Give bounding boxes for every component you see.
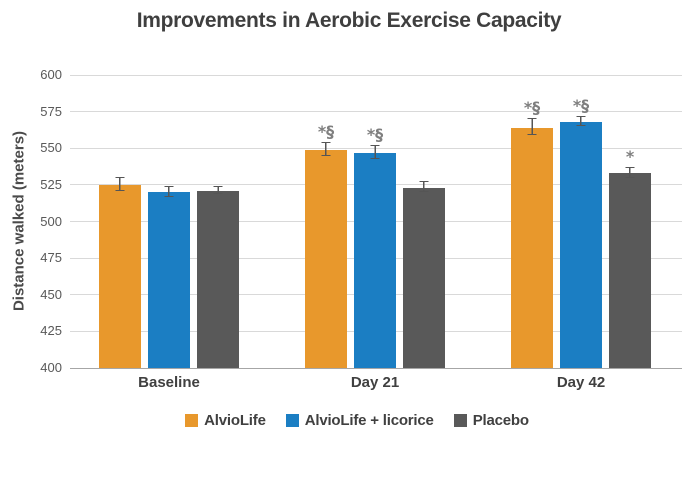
error-bar: [213, 185, 223, 194]
bar-alviolife-licorice-day-21: [354, 152, 396, 368]
legend-label-placebo: Placebo: [472, 412, 529, 429]
bar-group-day-21: *§ *§: [305, 75, 445, 368]
chart-title: Improvements in Aerobic Exercise Capacit…: [136, 9, 562, 32]
bar-alviolife-licorice-day-42: [560, 121, 602, 368]
y-tick-label: 575: [40, 103, 62, 119]
error-bar: [115, 177, 125, 191]
bar-column-alviolife-licorice-day-21: *§: [354, 75, 396, 368]
legend-swatch-alviolife-licorice: [285, 414, 299, 427]
y-tick-label: 600: [40, 67, 62, 82]
bar-alviolife-baseline: [99, 184, 141, 368]
bar-column-placebo-day-42: *: [609, 75, 651, 368]
significance-annotation: *§: [317, 121, 335, 141]
significance-annotation: *§: [366, 124, 384, 144]
bar-alviolife-day-21: [305, 149, 347, 368]
significance-annotation: *§: [572, 95, 590, 115]
category-label-baseline: Baseline: [138, 374, 200, 391]
category-label-day-21: Day 21: [350, 374, 400, 391]
error-bar: [164, 185, 174, 197]
error-bar: [527, 118, 537, 136]
gridline: [70, 111, 682, 113]
bar-column-alviolife-day-21: *§: [305, 75, 347, 368]
category-label-day-42: Day 42: [556, 374, 606, 391]
y-tick-label: 400: [40, 360, 62, 375]
gridline: [70, 74, 682, 76]
bar-column-alviolife-licorice-day-42: *§: [560, 75, 602, 368]
significance-annotation: *§: [523, 98, 541, 118]
legend-item-alviolife: AlvioLife: [185, 412, 266, 429]
y-axis-tick-labels: 400 425 450 475 500 525 550 575 600: [0, 67, 64, 375]
bar-placebo-baseline: [197, 190, 239, 368]
y-tick-label: 550: [40, 140, 62, 156]
legend-item-alviolife-licorice: AlvioLife + licorice: [285, 412, 434, 429]
legend-swatch-alviolife: [185, 414, 199, 427]
error-bar: [576, 115, 586, 127]
legend-label-alviolife-licorice: AlvioLife + licorice: [304, 412, 434, 429]
y-tick-label: 425: [40, 323, 62, 339]
significance-annotation: *: [625, 146, 635, 166]
bar-column-alviolife-licorice-baseline: [148, 75, 190, 368]
bar-column-placebo-baseline: [197, 75, 239, 368]
legend-label-alviolife: AlvioLife: [204, 412, 266, 429]
error-bar: [321, 141, 331, 156]
bar-column-alviolife-day-42: *§: [511, 75, 553, 368]
bar-placebo-day-21: [403, 187, 445, 368]
legend: AlvioLife AlvioLife + licorice Placebo: [0, 412, 698, 429]
error-bar: [419, 181, 429, 193]
error-bar: [625, 166, 635, 178]
bar-alviolife-day-42: [511, 127, 553, 368]
bar-group-baseline: [99, 75, 239, 368]
bar-column-alviolife-baseline: [99, 75, 141, 368]
bar-column-placebo-day-21: [403, 75, 445, 368]
y-tick-label: 450: [40, 286, 62, 302]
error-bar: [370, 144, 380, 159]
bar-group-day-42: *§ *§ *: [511, 75, 651, 368]
y-tick-label: 500: [40, 213, 62, 229]
legend-item-placebo: Placebo: [453, 412, 529, 429]
bar-alviolife-licorice-baseline: [148, 192, 190, 368]
y-tick-label: 475: [40, 250, 62, 266]
y-tick-label: 525: [40, 176, 62, 192]
x-axis-category-labels: Baseline Day 21 Day 42: [70, 374, 682, 394]
legend-swatch-placebo: [453, 414, 467, 427]
plot-area: *§ *§ *§ *§ *: [70, 74, 682, 369]
bar-placebo-day-42: [609, 173, 651, 368]
